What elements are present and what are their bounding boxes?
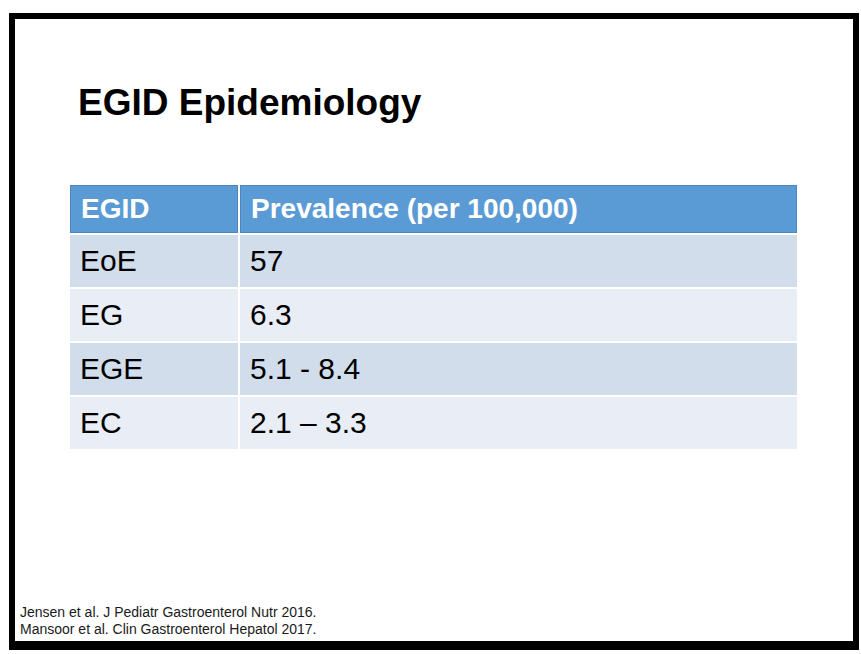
table-row-eg: EG 6.3: [70, 289, 797, 341]
table-header-row: EGID Prevalence (per 100,000): [70, 185, 797, 233]
header-cell-prevalence: Prevalence (per 100,000): [240, 185, 797, 233]
table-row-ec: EC 2.1 – 3.3: [70, 397, 797, 449]
cell-egid: EoE: [70, 235, 238, 287]
cell-prevalence: 57: [240, 235, 797, 287]
page-title: EGID Epidemiology: [78, 84, 421, 121]
cell-prevalence: 2.1 – 3.3: [240, 397, 797, 449]
cell-egid: EG: [70, 289, 238, 341]
header-cell-egid: EGID: [70, 185, 238, 233]
cell-egid: EGE: [70, 343, 238, 395]
table-row-eoe: EoE 57: [70, 235, 797, 287]
citation-line-jensen: Jensen et al. J Pediatr Gastroenterol Nu…: [20, 604, 317, 621]
cell-egid: EC: [70, 397, 238, 449]
citation-line-mansoor: Mansoor et al. Clin Gastroenterol Hepato…: [20, 621, 317, 638]
table-row-ege: EGE 5.1 - 8.4: [70, 343, 797, 395]
egid-prevalence-table: EGID Prevalence (per 100,000) EoE 57 EG …: [70, 185, 797, 449]
cell-prevalence: 5.1 - 8.4: [240, 343, 797, 395]
citations-block: Jensen et al. J Pediatr Gastroenterol Nu…: [20, 604, 317, 638]
cell-prevalence: 6.3: [240, 289, 797, 341]
